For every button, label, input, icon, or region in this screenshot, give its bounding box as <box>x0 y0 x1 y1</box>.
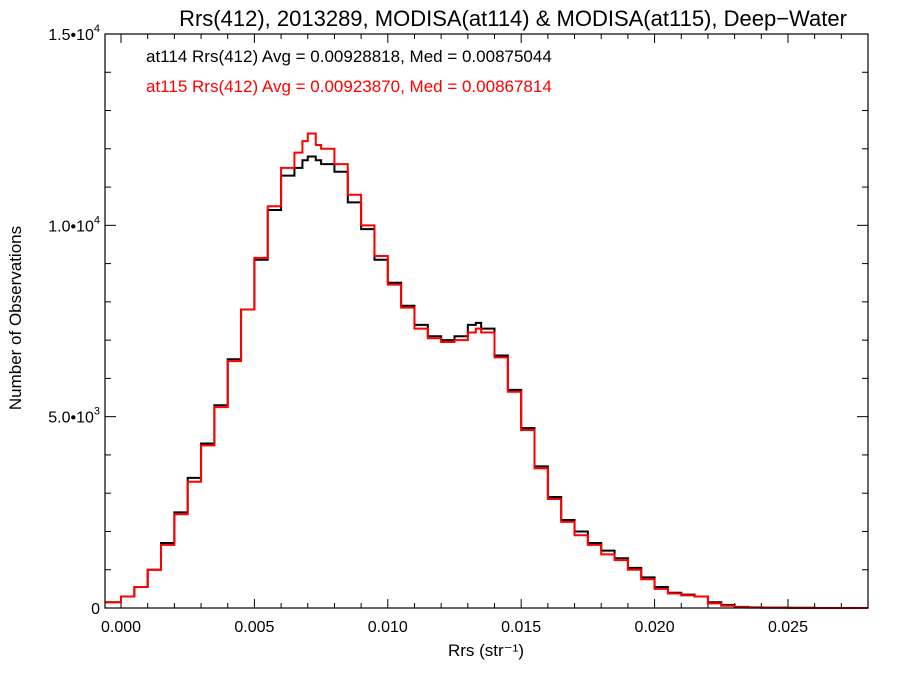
x-axis-label: Rrs (str⁻¹) <box>448 641 524 660</box>
y-tick-label: 1.5•104 <box>48 23 100 44</box>
x-tick-label: 0.005 <box>234 619 274 636</box>
series-line-at114 <box>105 155 868 609</box>
y-tick-label: 1.0•104 <box>48 214 100 235</box>
x-tick-label: 0.020 <box>635 619 675 636</box>
y-axis-label: Number of Observations <box>6 226 25 410</box>
y-ticks: 0 5.0•103 1.0•104 1.5•104 <box>48 23 868 618</box>
annotation-at115: at115 Rrs(412) Avg = 0.00923870, Med = 0… <box>146 77 552 96</box>
x-ticks: 0.000 0.005 0.010 0.015 0.020 0.025 <box>101 34 842 636</box>
annotation-at114: at114 Rrs(412) Avg = 0.00928818, Med = 0… <box>146 47 552 66</box>
series-layer <box>105 132 868 609</box>
chart-title: Rrs(412), 2013289, MODISA(at114) & MODIS… <box>179 6 847 31</box>
y-tick-label: 5.0•103 <box>48 406 100 427</box>
x-tick-label: 0.000 <box>101 619 141 636</box>
y-tick-label: 0 <box>91 601 100 618</box>
plot-frame <box>104 33 869 609</box>
x-tick-label: 0.025 <box>768 619 808 636</box>
series-line-at115 <box>105 132 868 609</box>
x-tick-label: 0.010 <box>368 619 408 636</box>
x-tick-label: 0.015 <box>501 619 541 636</box>
